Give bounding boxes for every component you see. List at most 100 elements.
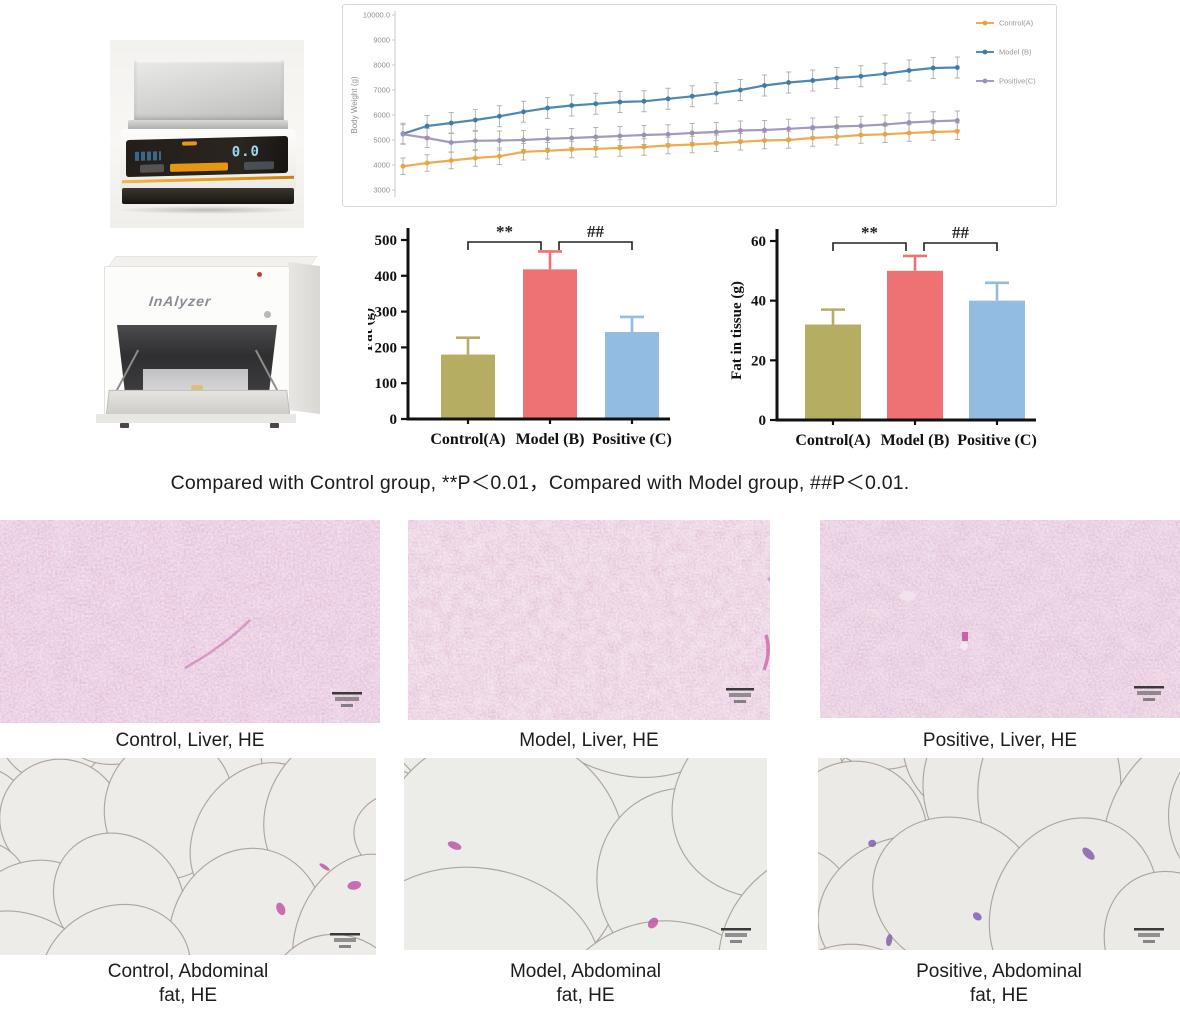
body-weight-chart: 10000.0 9000 8000 7000 6000 5000 4000 3000 Body …	[342, 4, 1057, 207]
legend-entry-Positive(C): Positive(C)	[976, 77, 1036, 86]
fat-bar-chart: 0 100 200 300 400 500 Fat (g) Control(A) Model (…	[368, 222, 672, 448]
scale-bar	[726, 688, 754, 703]
x-category-label: Model (B)	[516, 431, 585, 448]
balance-display-status-icons	[135, 151, 161, 161]
series-Model (B)	[400, 65, 960, 137]
label-control-liver: Control, Liver, HE	[115, 730, 265, 751]
balance-pan-rim	[128, 120, 288, 131]
significance-label: **	[861, 223, 878, 242]
bar-Positive (C)	[969, 300, 1025, 420]
bar-Model (B)	[523, 269, 577, 419]
y-tick-label: 5000	[373, 136, 390, 145]
significance-bracket	[558, 241, 633, 250]
bar-Model (B)	[887, 270, 943, 420]
y-tick-label: 20	[751, 353, 766, 369]
liver-vessel-streak	[184, 619, 251, 670]
balance-keys-left	[140, 164, 164, 173]
significance-bracket	[832, 242, 907, 251]
x-category-label: Model (B)	[881, 432, 950, 449]
series-Positive(C)	[400, 118, 960, 145]
analyzer-photo: InAlyzer	[80, 248, 332, 434]
y-tick-label: 4000	[373, 161, 390, 170]
balance-weighing-pan	[134, 60, 284, 122]
y-tick-label: 300	[375, 305, 398, 321]
analyzer-front-face: InAlyzer	[104, 266, 291, 421]
adipocyte-cells	[818, 758, 1180, 950]
histology-control-liver-image	[0, 520, 380, 723]
label-control-fat: Control, Abdominal fat, HE	[107, 961, 269, 1006]
body-weight-chart-svg: 10000.0 9000 8000 7000 6000 5000 4000 3000 Body …	[350, 11, 1036, 197]
analyzer-sample-tray	[142, 368, 249, 393]
y-tick-label: 8000	[373, 61, 390, 70]
y-tick-label: 500	[375, 233, 398, 249]
y-tick-label: 60	[751, 234, 766, 250]
adipocyte-cells	[0, 758, 376, 955]
histology-model-fat	[404, 758, 767, 950]
legend-entry-Model (B): Model (B)	[976, 48, 1032, 57]
analyzer-foot-left	[120, 423, 129, 428]
balance-photo: 0.0	[110, 40, 304, 228]
y-tick-label: 7000	[373, 86, 390, 95]
x-category-label: Positive (C)	[957, 432, 1037, 449]
histology-model-fat-image	[404, 758, 767, 950]
histology-positive-fat	[818, 758, 1180, 950]
y-tick-label: 10000.0	[363, 11, 390, 20]
analyzer-side-face	[288, 262, 320, 414]
balance-display: 0.0	[126, 135, 288, 178]
analyzer-base	[96, 414, 296, 423]
label-model-liver: Model, Liver, HE	[519, 730, 659, 751]
balance-brand-logo	[182, 141, 197, 146]
significance-label: ##	[587, 222, 605, 241]
analyzer-chamber-opening	[117, 325, 277, 393]
x-category-label: Control(A)	[430, 431, 505, 448]
scale-bar	[1134, 928, 1164, 943]
significance-bracket	[923, 242, 998, 251]
x-category-label: Control(A)	[795, 432, 870, 449]
balance-shadow	[116, 206, 300, 214]
svg-text:Control(A): Control(A)	[999, 19, 1034, 28]
liver-vessel-streak	[962, 632, 968, 641]
balance-keys-orange	[170, 162, 228, 172]
svg-text:Positive(C): Positive(C)	[999, 77, 1036, 86]
analyzer-button	[264, 311, 271, 318]
bar-Positive (C)	[605, 332, 659, 419]
y-tick-label: 0	[759, 413, 767, 429]
y-tick-label: 40	[751, 294, 766, 310]
statistics-caption: Compared with Control group, **P＜0.01，Co…	[170, 472, 910, 494]
histology-positive-liver-image	[820, 520, 1180, 718]
balance-display-reading: 0.0	[231, 143, 260, 161]
y-axis-title: Fat (g)	[368, 308, 376, 351]
y-tick-label: 200	[375, 340, 398, 356]
y-tick-label: 3000	[373, 186, 390, 195]
x-category-label: Positive (C)	[592, 431, 672, 448]
y-tick-label: 100	[375, 376, 398, 392]
label-model-fat: Model, Abdominal fat, HE	[509, 961, 662, 1006]
y-axis-title: Fat in tissue (g)	[729, 281, 745, 380]
histology-model-liver	[408, 520, 770, 720]
y-tick-label: 0	[390, 412, 398, 428]
adipocyte-nuclei	[868, 839, 1095, 947]
histology-positive-fat-image	[818, 758, 1180, 950]
histology-positive-liver	[820, 520, 1180, 718]
error-bars-Control(A)	[400, 122, 960, 175]
y-tick-label: 9000	[373, 36, 390, 45]
liver-vessel-streak	[762, 634, 770, 671]
analyzer-sample	[191, 385, 204, 391]
series-Control(A)	[400, 128, 960, 169]
adipocyte-cells	[404, 758, 767, 950]
error-bars-Model (B)	[400, 56, 960, 145]
histology-control-liver	[0, 520, 380, 723]
analyzer-foot-right	[270, 423, 279, 428]
scale-bar	[330, 933, 360, 948]
scale-bar	[1134, 686, 1164, 701]
bar-Control(A)	[805, 324, 861, 420]
histology-control-fat	[0, 758, 376, 955]
y-tick-label: 6000	[373, 111, 390, 120]
svg-text:Model (B): Model (B)	[999, 48, 1032, 57]
histology-model-liver-image	[408, 520, 770, 720]
label-positive-liver: Positive, Liver, HE	[922, 730, 1078, 751]
scale-bar	[721, 928, 751, 943]
significance-label: ##	[952, 223, 970, 242]
histology-control-fat-image	[0, 758, 376, 955]
